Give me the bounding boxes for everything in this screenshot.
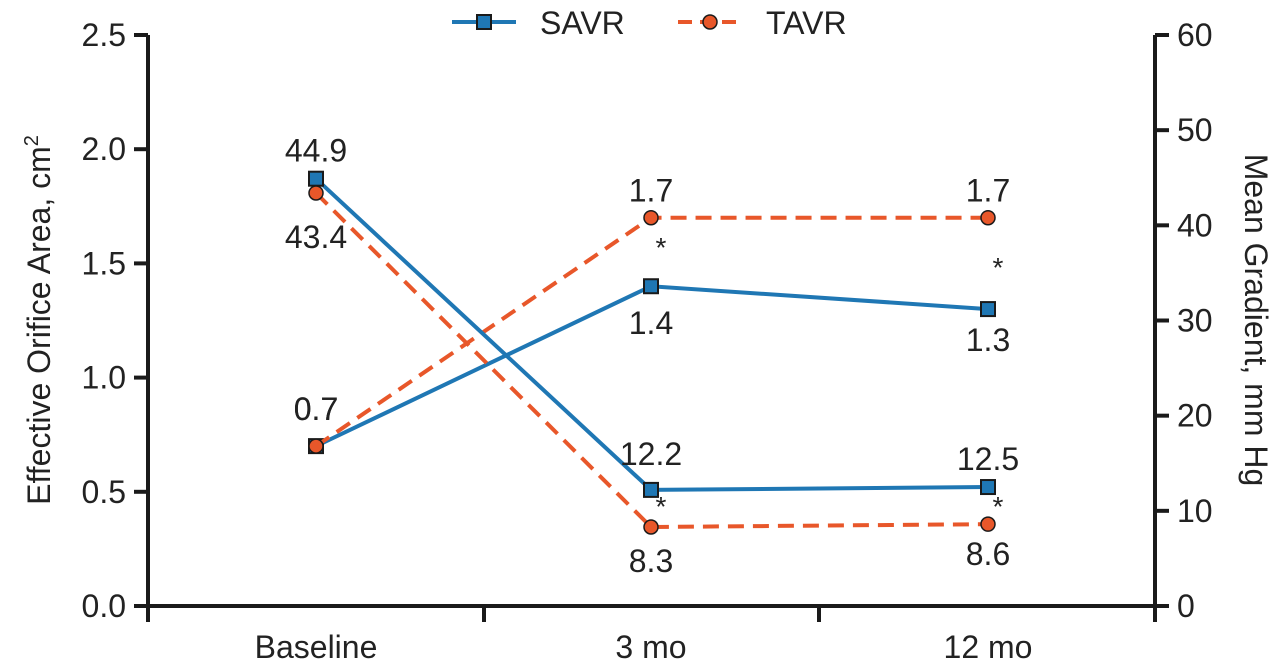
legend-item-tavr: TAVR xyxy=(678,5,847,41)
data-point-square xyxy=(308,170,324,187)
legend-marker-square xyxy=(476,14,492,30)
data-label: 44.9 xyxy=(285,133,347,169)
data-label: 8.3 xyxy=(629,543,673,579)
data-point-circle xyxy=(308,438,324,454)
right-axis-title: Mean Gradient, mm Hg xyxy=(1238,154,1274,487)
legend: SAVR TAVR xyxy=(452,5,847,41)
right-tick-label: 10 xyxy=(1177,493,1213,529)
left-tick-label: 0.5 xyxy=(82,474,126,510)
left-tick-label: 1.0 xyxy=(82,360,126,396)
series-layer: 0.71.4 1.30.71.7 1.744.912.2 12.543.48.3 8.6… xyxy=(285,133,1019,579)
data-point-square xyxy=(980,479,996,496)
data-label: 1.3 xyxy=(966,322,1010,358)
category-label: 12 mo xyxy=(944,629,1033,665)
tavr-effective-orifice-area-series: 0.7 1.7 1.7 xyxy=(294,173,1010,454)
tavr-mean-gradient-series: 43.4 8.3 8.6 xyxy=(285,185,1010,579)
right-tick-label: 50 xyxy=(1177,112,1213,148)
left-tick-label: 1.5 xyxy=(82,245,126,281)
series-line xyxy=(314,191,989,530)
data-point-square xyxy=(643,278,659,295)
right-tick-label: 60 xyxy=(1177,17,1213,53)
data-label: 8.6 xyxy=(966,536,1010,572)
legend-label: TAVR xyxy=(766,5,847,41)
significance-star: * xyxy=(993,491,1004,522)
right-tick-label: 40 xyxy=(1177,207,1213,243)
left-axis-title-text: Effective Orifice Area, cm xyxy=(21,146,57,505)
right-tick-label: 20 xyxy=(1177,398,1213,434)
data-label: 43.4 xyxy=(285,219,347,255)
left-tick-label: 2.5 xyxy=(82,17,126,53)
left-axis-title-superscript: 2 xyxy=(21,135,43,146)
category-labels: Baseline 3 mo 12 mo xyxy=(255,629,1033,665)
significance-star: * xyxy=(656,491,667,522)
legend-label: SAVR xyxy=(540,5,625,41)
right-tick-label: 0 xyxy=(1177,588,1195,624)
right-axis-ticks: 0 10 20 30 40 50 60 xyxy=(1155,17,1213,624)
legend-marker-circle xyxy=(702,14,718,30)
right-tick-label: 30 xyxy=(1177,303,1213,339)
data-label: 0.7 xyxy=(294,391,338,427)
left-axis-title: Effective Orifice Area, cm2 xyxy=(21,135,57,505)
data-label: 0.7 xyxy=(294,391,338,427)
significance-star: * xyxy=(993,252,1004,283)
left-tick-label: 0.0 xyxy=(82,588,126,624)
legend-item-savr: SAVR xyxy=(452,5,625,41)
data-point-circle xyxy=(980,516,996,532)
data-label: 12.2 xyxy=(620,436,682,472)
data-label: 1.4 xyxy=(629,305,673,341)
data-point-circle xyxy=(643,209,659,226)
left-tick-label: 2.0 xyxy=(82,131,126,167)
category-label: 3 mo xyxy=(615,629,686,665)
data-point-circle xyxy=(643,519,659,535)
significance-star: * xyxy=(656,232,667,263)
data-point-square xyxy=(980,301,996,318)
data-label: 12.5 xyxy=(957,441,1019,477)
data-label: 1.7 xyxy=(966,173,1010,209)
savr-effective-orifice-area-series: 0.7 1.4 1.3 xyxy=(294,278,1010,455)
left-axis-ticks: 0.0 0.5 1.0 1.5 2.0 2.5 xyxy=(82,17,148,624)
data-point-circle xyxy=(980,209,996,226)
data-label: 1.7 xyxy=(629,173,673,209)
category-label: Baseline xyxy=(255,629,378,665)
data-point-square xyxy=(643,481,659,498)
savr-mean-gradient-series: 44.9 12.2 12.5 xyxy=(285,133,1019,498)
data-point-circle xyxy=(308,185,324,201)
